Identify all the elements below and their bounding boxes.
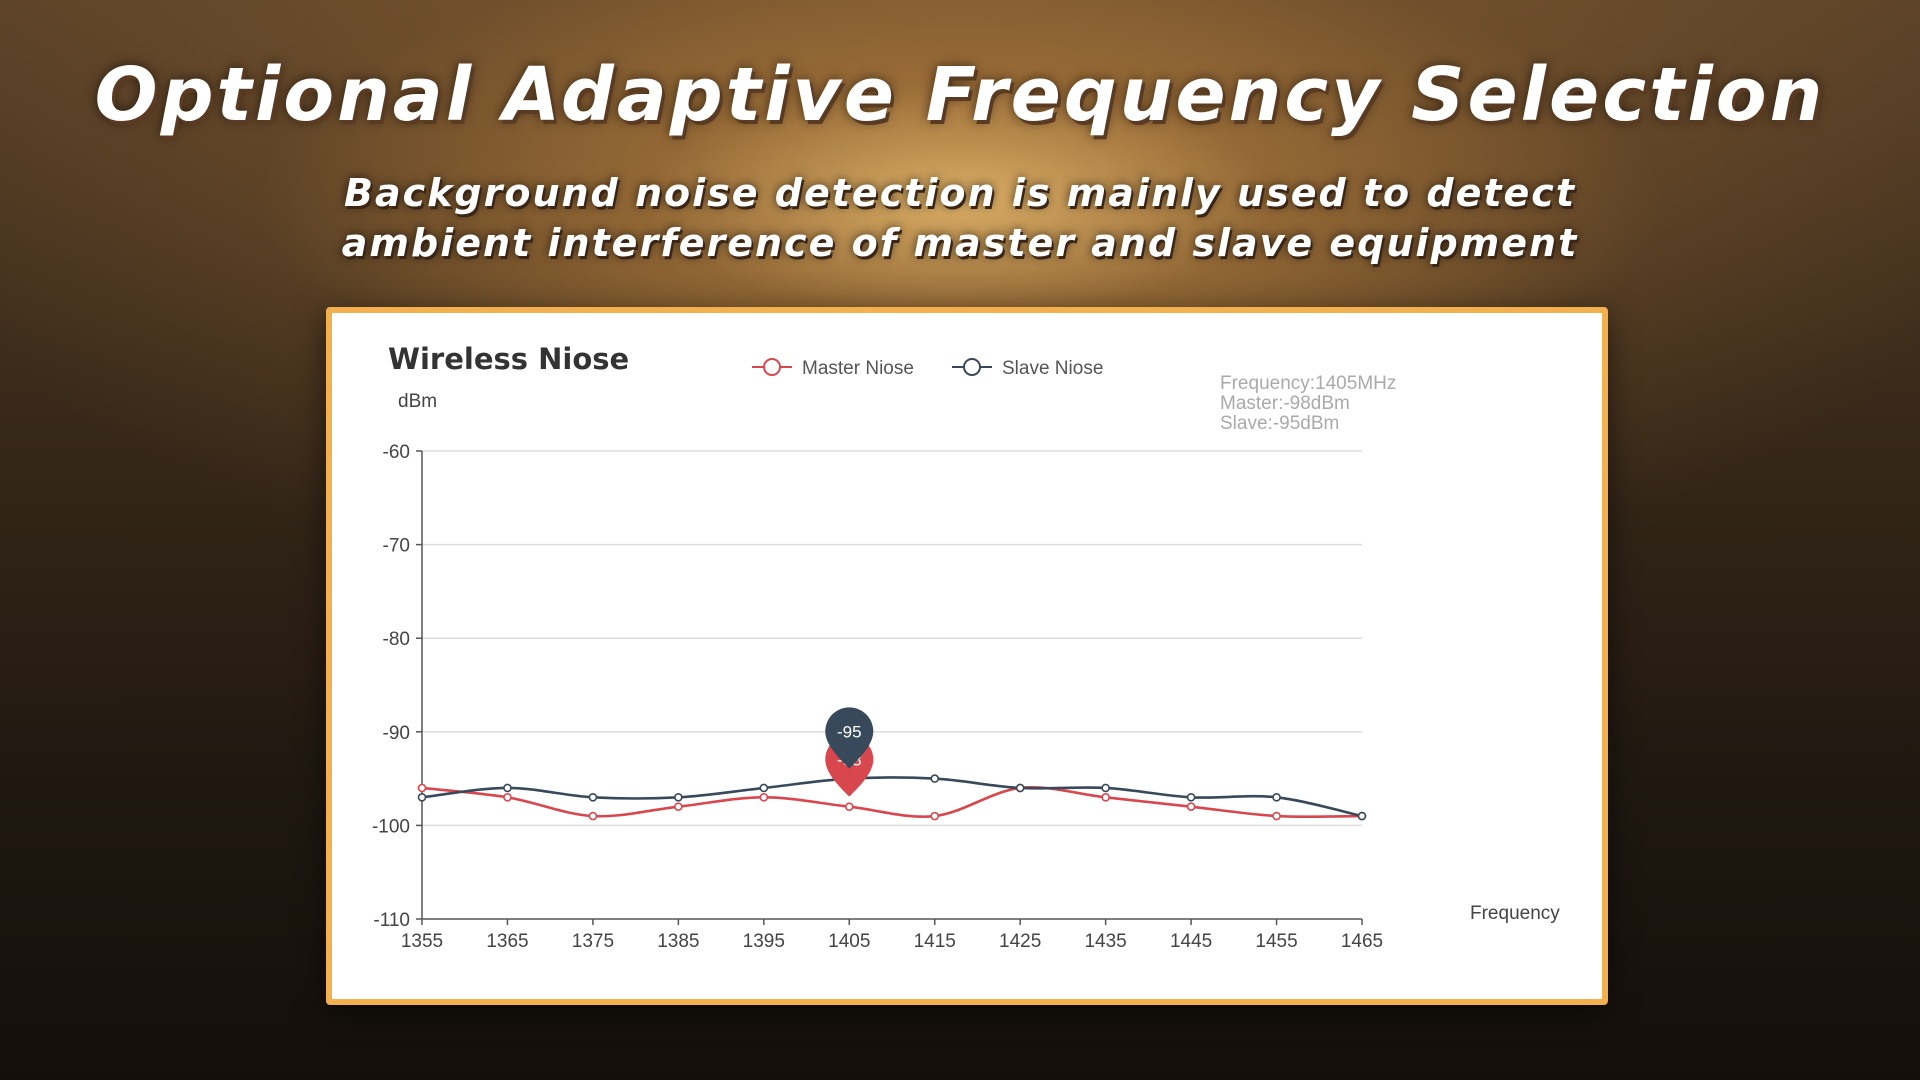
data-point[interactable] [674, 802, 683, 811]
grid-lines [422, 450, 1362, 827]
data-point[interactable] [588, 793, 598, 802]
info-slave: Slave:-95dBm [1220, 413, 1339, 434]
data-point[interactable] [759, 793, 769, 802]
x-tick-label: 1355 [401, 931, 443, 952]
info-master: Master:-98dBm [1220, 393, 1350, 414]
x-tick-label: 1465 [1341, 931, 1383, 952]
data-point[interactable] [759, 783, 769, 793]
y-tick-labels: -60 -70 -80 -90 -100 -110 [372, 442, 422, 931]
y-axis-unit: dBm [398, 391, 437, 412]
legend-label-slave: Slave Niose [1002, 358, 1103, 379]
x-tick-label: 1375 [572, 931, 614, 952]
chart-panel: Wireless Niose dBm Frequency Master Nios… [326, 307, 1608, 1005]
x-tick-label: 1415 [914, 931, 956, 952]
x-tick-label: 1395 [743, 931, 785, 952]
x-tick-label: 1365 [486, 931, 528, 952]
data-point[interactable] [503, 783, 512, 793]
y-tick-label: -90 [383, 723, 410, 744]
x-tick-label: 1425 [999, 931, 1041, 952]
pin-shape [825, 707, 874, 769]
marker-pin-slave[interactable]: -95 [825, 707, 874, 769]
y-tick-label: -70 [383, 536, 410, 557]
x-tick-label: 1455 [1255, 931, 1297, 952]
y-tick-label: -60 [383, 442, 410, 463]
noise-line-chart: Wireless Niose dBm Frequency Master Nios… [372, 342, 1560, 952]
x-axis-title: Frequency [1470, 903, 1560, 924]
x-tick-label: 1405 [828, 931, 870, 952]
x-tick-label: 1435 [1084, 931, 1126, 952]
subheadline: Background noise detection is mainly use… [341, 171, 1579, 265]
data-point[interactable] [1272, 811, 1281, 821]
y-tick-label: -110 [373, 910, 410, 931]
data-point[interactable] [417, 783, 427, 793]
data-point[interactable] [1186, 802, 1196, 811]
legend-label-master: Master Niose [802, 358, 914, 379]
data-point[interactable] [1101, 793, 1110, 802]
data-point[interactable] [930, 774, 940, 783]
legend-item-slave[interactable]: Slave Niose [952, 358, 1103, 379]
series-lines [421, 776, 1363, 819]
x-tick-labels: 1355 1365 1375 1385 1395 1405 1415 1425 1435 1445… [401, 919, 1383, 952]
x-tick-label: 1385 [657, 931, 699, 952]
data-point[interactable] [588, 811, 598, 821]
info-frequency: Frequency:1405MHz [1220, 373, 1396, 394]
legend-circle-icon [963, 358, 981, 376]
legend-circle-icon [763, 358, 781, 376]
marker-pins: -98-95 [825, 707, 874, 797]
pin-label: -95 [837, 722, 862, 741]
y-tick-label: -100 [372, 816, 410, 837]
chart-title: Wireless Niose [388, 342, 629, 376]
legend[interactable]: Master Niose Slave Niose [752, 358, 1103, 379]
data-point[interactable] [930, 811, 940, 821]
data-point[interactable] [674, 793, 683, 802]
data-point[interactable] [1015, 783, 1025, 793]
data-point[interactable] [417, 793, 427, 802]
data-point[interactable] [503, 793, 512, 802]
data-point[interactable] [1357, 811, 1367, 821]
series-line-master [421, 786, 1363, 819]
headline: Optional Adaptive Frequency Selection [94, 52, 1826, 138]
series-line-slave [421, 776, 1363, 818]
axes [421, 451, 1362, 920]
legend-item-master[interactable]: Master Niose [752, 358, 914, 379]
y-tick-label: -80 [383, 629, 410, 650]
data-point[interactable] [844, 802, 854, 811]
tooltip-info: Frequency:1405MHz Master:-98dBm Slave:-9… [1220, 373, 1396, 434]
series-points [417, 774, 1367, 821]
data-point[interactable] [1101, 783, 1110, 793]
data-point[interactable] [1272, 793, 1281, 802]
x-tick-label: 1445 [1170, 931, 1212, 952]
data-point[interactable] [1186, 793, 1196, 802]
